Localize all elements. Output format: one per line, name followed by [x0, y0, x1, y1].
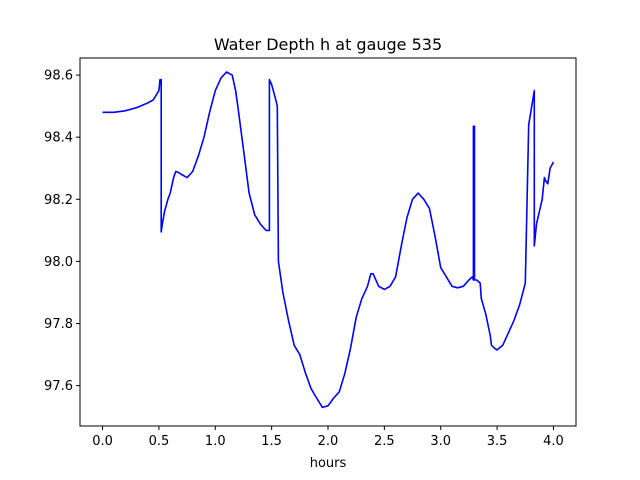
x-tick-label: 0.0 [92, 434, 113, 449]
x-tick-label: 3.0 [430, 434, 451, 449]
chart-title: Water Depth h at gauge 535 [214, 35, 442, 54]
tick-layer: 0.0 0.5 1.0 1.5 2.0 2.5 3.0 3.5 4.0 97.6 97.8 98.0 9… [44, 69, 564, 449]
y-tick-label: 98.6 [44, 69, 73, 84]
x-tick-label: 2.0 [318, 434, 339, 449]
y-tick-label: 98.2 [44, 193, 73, 208]
x-axis-label: hours [310, 456, 347, 471]
x-tick-label: 1.5 [261, 434, 282, 449]
x-tick-label: 0.5 [149, 434, 170, 449]
y-tick-label: 98.0 [44, 255, 73, 270]
y-tick-label: 97.6 [44, 379, 73, 394]
x-tick-label: 4.0 [543, 434, 564, 449]
series-layer [102, 71, 555, 409]
x-tick-label: 1.0 [205, 434, 226, 449]
series-line [102, 71, 555, 409]
x-tick-label: 2.5 [374, 434, 395, 449]
y-tick-label: 98.4 [44, 131, 73, 146]
x-tick-label: 3.5 [487, 434, 508, 449]
y-tick-label: 97.8 [44, 317, 73, 332]
plot-frame [79, 57, 577, 427]
